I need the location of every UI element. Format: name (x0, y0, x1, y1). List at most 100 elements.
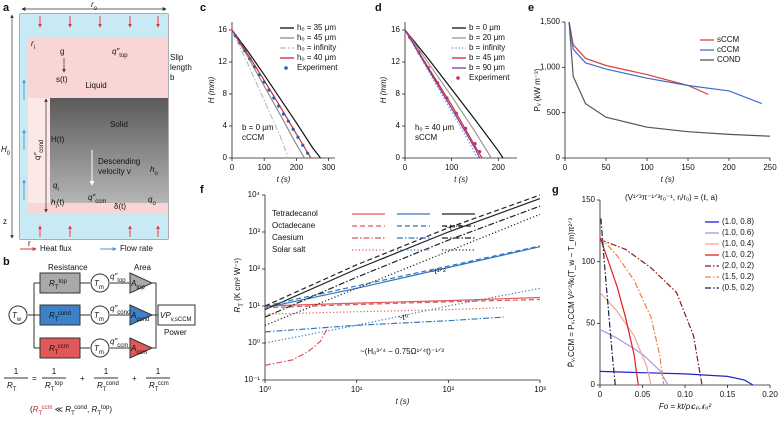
data-point (233, 34, 237, 38)
area (129, 304, 154, 326)
diagram-label: Resistance (48, 263, 88, 272)
series-line (264, 296, 541, 307)
data-point (306, 151, 310, 155)
diagram-label-base: q″ (110, 304, 118, 313)
data-point (436, 81, 440, 85)
diagram-label-tail: (t) (57, 198, 65, 207)
diagram-b (8, 273, 196, 358)
legend-label: hₒ = 45 μm (297, 33, 336, 42)
data-point (238, 41, 242, 45)
y-axis-label: H (mm) (207, 76, 216, 103)
diagram-label-sub: o (154, 171, 158, 177)
y-tick-label: 0 (556, 153, 561, 162)
diagram-label-base: q (53, 181, 58, 190)
series-line (264, 194, 541, 307)
y-tick-label: 0 (591, 380, 596, 389)
y-tick-label: 8 (223, 89, 228, 98)
y-tick-label: 50 (586, 318, 595, 327)
diagram-label-sup: cond (58, 311, 71, 317)
legend-label: (1.5, 0.2) (722, 272, 754, 281)
y-tick-label: 10⁴ (248, 190, 261, 199)
diagram-label: q″cond (33, 140, 44, 160)
diagram-label-sub: top (117, 278, 126, 284)
diagram-label: Acond (130, 311, 149, 322)
y-tick-label: 12 (218, 57, 227, 66)
legend-label: (2.0, 0.2) (722, 261, 754, 270)
diagram-label-sub: 0 (7, 151, 11, 157)
eq-num: 1 (104, 367, 109, 376)
diagram-label-sub: cond (136, 317, 149, 323)
diagram-label: q″top (110, 272, 126, 283)
diagram-label-base: h (150, 165, 155, 174)
panel-label: d (375, 2, 382, 14)
legend-label: hₒ = 40 μm (297, 53, 336, 62)
legend-label: (1.0, 0.2) (722, 250, 754, 259)
data-point (272, 96, 276, 100)
diagram-a (10, 7, 169, 251)
diagram-label-sub: m (99, 350, 104, 356)
condition-part: T (97, 411, 101, 417)
diagram-label-sub: v,sCCM (171, 317, 192, 323)
diagram-label: g (60, 47, 64, 56)
y-tick-label: 100 (582, 257, 596, 266)
film (28, 203, 168, 213)
condition-part: ) (109, 405, 112, 414)
diagram-label-sub: ccm (95, 199, 106, 205)
legend-label: hₒ = 35 μm (297, 23, 336, 32)
diagram-label: Area (134, 263, 151, 272)
diagram-label-base: R (49, 311, 55, 320)
diagram-label-base: T (94, 344, 100, 353)
legend-label: cCCM (717, 45, 740, 54)
series-line (231, 29, 305, 159)
diagram-label-sub: T (55, 317, 59, 323)
data-point (252, 65, 257, 69)
diagram-label: Liquid (85, 81, 106, 90)
diagram-label-sub: cond (117, 310, 130, 316)
x-tick-label: 0.20 (762, 390, 778, 399)
legend-label: COND (717, 55, 741, 64)
series-line (599, 370, 754, 386)
diagram-label: r (28, 239, 31, 248)
diagram-label: RTccm (49, 344, 69, 356)
x-tick-label: 100 (258, 163, 272, 172)
diagram-label: q″ccm (88, 193, 106, 204)
eq-op: = (32, 374, 37, 383)
panel-label: g (552, 184, 559, 196)
legend-label: Octadecane (272, 221, 316, 230)
y-tick-label: 10⁻¹ (244, 375, 260, 384)
series-line (599, 236, 639, 386)
eq-num: 1 (52, 367, 57, 376)
y-tick-label: 16 (218, 25, 227, 34)
diagram-label-base: q (148, 195, 153, 204)
x-axis-label: Fo = kt/ρₗcₚ,ₗrₒ² (659, 402, 712, 411)
data-point (408, 35, 412, 39)
legend-swatch (284, 66, 288, 70)
legend-label: Experiment (297, 63, 338, 72)
diagram-label: q″ccm (110, 337, 128, 348)
eq-den-base: R (149, 381, 155, 390)
series-line (264, 287, 541, 344)
panel-label: a (3, 2, 10, 14)
series-line (264, 245, 541, 307)
data-point (478, 150, 482, 154)
annotation: ~(H₀³ᐟ⁴ − 0.75Ω¹ᐟ⁴t)⁻¹ᐟ³ (360, 347, 444, 356)
diagram-label-base: T (12, 311, 18, 320)
data-point (417, 50, 421, 55)
diagram-label: velocity v (98, 167, 131, 176)
diagram-label: q″cond (110, 304, 130, 315)
heat-arrows (38, 16, 160, 237)
series-line (264, 198, 541, 311)
eq-den-sub: T (13, 387, 17, 393)
annotation: b = 0 μm (242, 123, 274, 132)
y-axis-label-base: R (233, 307, 242, 313)
eq-den: RT (7, 381, 17, 392)
data-point (267, 88, 271, 92)
legend-label: (1.0, 0.4) (722, 239, 754, 248)
diagram-label: Descending (98, 157, 140, 166)
eq-num: 1 (156, 367, 161, 376)
diagram-label-base: r (91, 0, 94, 9)
x-tick-label: 0.10 (677, 390, 693, 399)
x-tick-label: 200 (722, 163, 736, 172)
data-point (445, 96, 449, 100)
data-point (262, 80, 266, 84)
